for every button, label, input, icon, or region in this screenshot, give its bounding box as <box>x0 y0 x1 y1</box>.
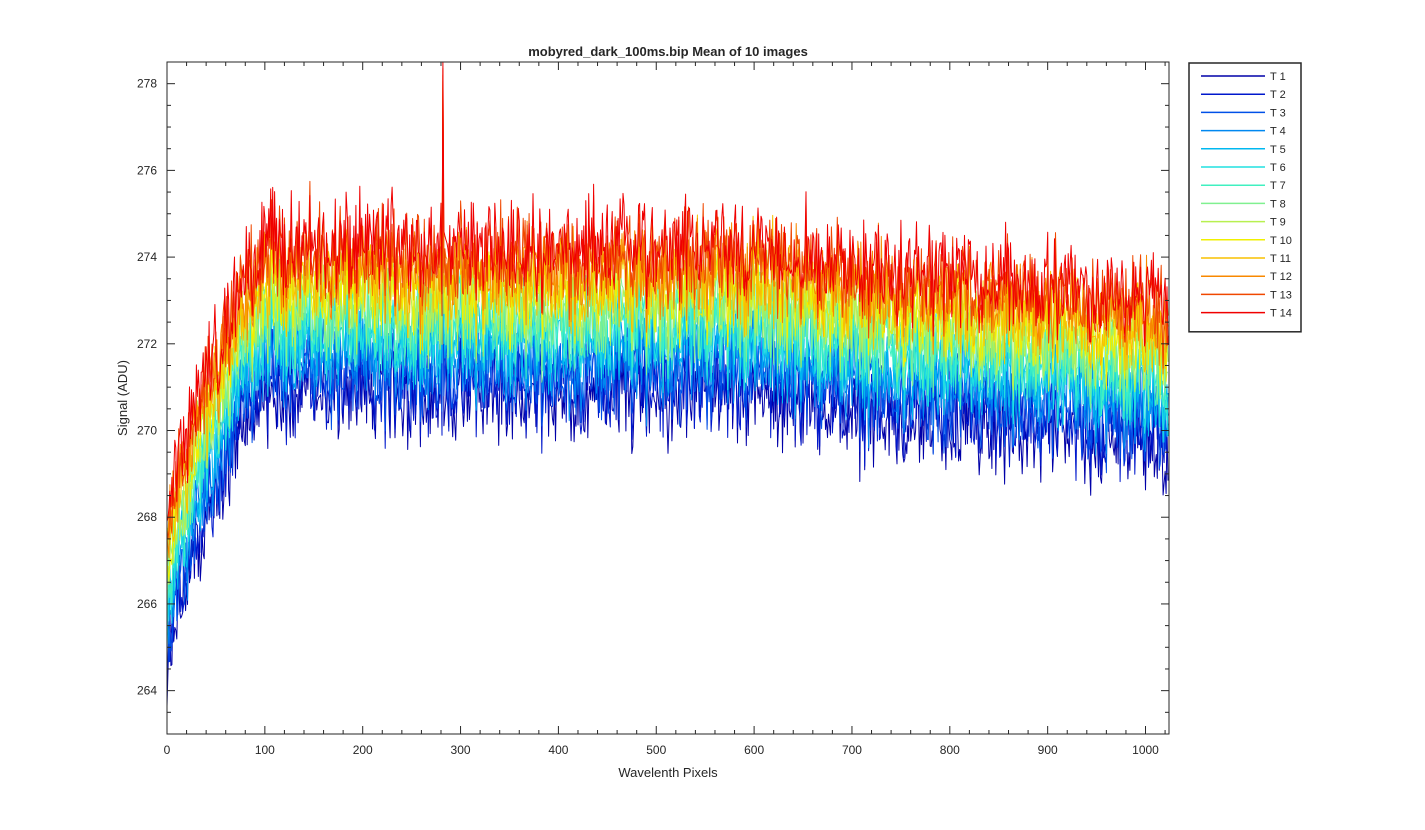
legend-label: T 8 <box>1270 198 1286 210</box>
x-axis: 0 100 200 300 400 500 600 700 800 900 1000 <box>164 62 1166 757</box>
legend-label: T 9 <box>1270 217 1286 229</box>
plot-lines <box>167 62 1169 707</box>
x-tick-label: 900 <box>1038 743 1058 757</box>
x-tick-label: 400 <box>548 743 568 757</box>
legend-box <box>1188 62 1302 333</box>
legend-label: T 1 <box>1270 71 1286 83</box>
legend-label: T 11 <box>1270 253 1291 265</box>
legend-label: T 7 <box>1270 180 1286 192</box>
x-axis-label: Wavelenth Pixels <box>618 765 718 780</box>
y-tick-label: 270 <box>137 424 157 438</box>
x-tick-label: 0 <box>164 743 171 757</box>
y-tick-label: 272 <box>137 337 157 351</box>
legend-label: T 5 <box>1270 144 1286 156</box>
y-tick-label: 264 <box>137 684 157 698</box>
x-tick-label: 300 <box>451 743 471 757</box>
x-tick-label: 500 <box>646 743 666 757</box>
x-tick-label: 100 <box>255 743 275 757</box>
x-tick-label: 1000 <box>1132 743 1159 757</box>
x-tick-label: 700 <box>842 743 862 757</box>
y-tick-label: 278 <box>137 77 157 91</box>
legend-label: T 4 <box>1270 126 1286 138</box>
legend-label: T 2 <box>1270 89 1286 101</box>
axes-box <box>166 61 1170 735</box>
legend-label: T 10 <box>1270 235 1292 247</box>
y-tick-label: 276 <box>137 163 157 177</box>
x-tick-label: 200 <box>353 743 373 757</box>
x-tick-label: 600 <box>744 743 764 757</box>
series-line <box>167 146 1169 707</box>
y-tick-label: 266 <box>137 597 157 611</box>
legend-label: T 12 <box>1270 271 1292 283</box>
series-line <box>167 62 1169 522</box>
legend-label: T 6 <box>1270 162 1286 174</box>
y-tick-label: 274 <box>137 250 157 264</box>
y-axis-label: Signal (ADU) <box>115 360 130 436</box>
legend-label: T 3 <box>1270 107 1286 119</box>
y-axis: 264 266 268 270 272 274 276 278 <box>137 61 1169 713</box>
legend-label: T 13 <box>1270 289 1292 301</box>
legend: T 1 T 2 T 3 T 4 T 5 T 6 T 7 T 8 T 9 T 10 T 11 T 12 T… <box>1188 62 1302 333</box>
chart-title: mobyred_dark_100ms.bip Mean of 10 images <box>528 44 808 59</box>
legend-label: T 14 <box>1270 308 1292 320</box>
y-tick-label: 268 <box>137 510 157 524</box>
x-tick-label: 800 <box>940 743 960 757</box>
